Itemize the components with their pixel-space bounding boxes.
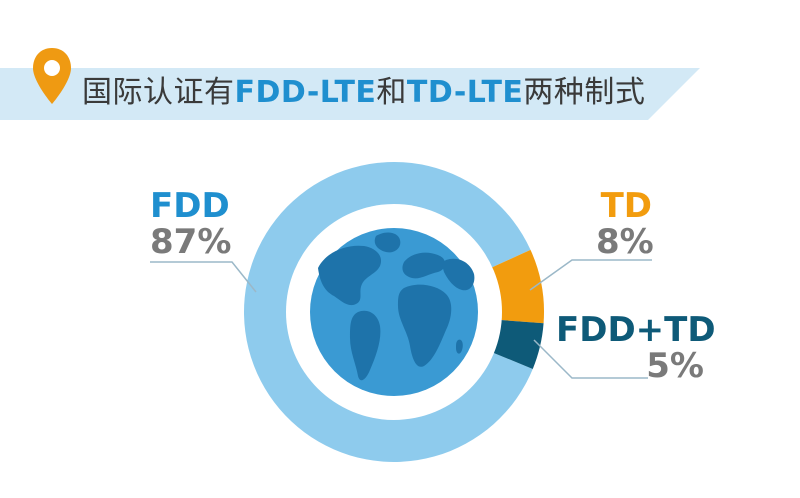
legend-fdd: FDD — [150, 186, 230, 226]
fdd-label-group: FDD 87% — [150, 188, 231, 260]
td-label-group: TD 8% — [596, 186, 654, 262]
fdd-td-leader-line — [533, 339, 648, 379]
legend-td: TD — [600, 186, 652, 226]
value-fdd-td: 5% — [646, 346, 704, 386]
title-suffix: 两种制式 — [523, 75, 646, 110]
globe-icon — [310, 228, 478, 396]
fdd-leader-line — [150, 261, 257, 293]
title-highlight-td-lte: TD-LTE — [406, 75, 524, 110]
title-prefix: 国际认证有 — [82, 75, 235, 110]
title-middle: 和 — [376, 75, 407, 110]
page-title: 国际认证有FDD-LTE和TD-LTE两种制式 — [82, 70, 645, 116]
title-banner — [0, 68, 800, 120]
td-leader-line — [529, 259, 652, 291]
value-td: 8% — [596, 222, 654, 262]
fdd-td-label-group: FDD+TD 5% — [556, 310, 716, 386]
value-fdd: 87% — [150, 222, 232, 262]
location-pin-icon — [30, 46, 74, 112]
legend-fdd-td: FDD+TD — [556, 310, 716, 350]
title-highlight-fdd-lte: FDD-LTE — [234, 75, 377, 110]
